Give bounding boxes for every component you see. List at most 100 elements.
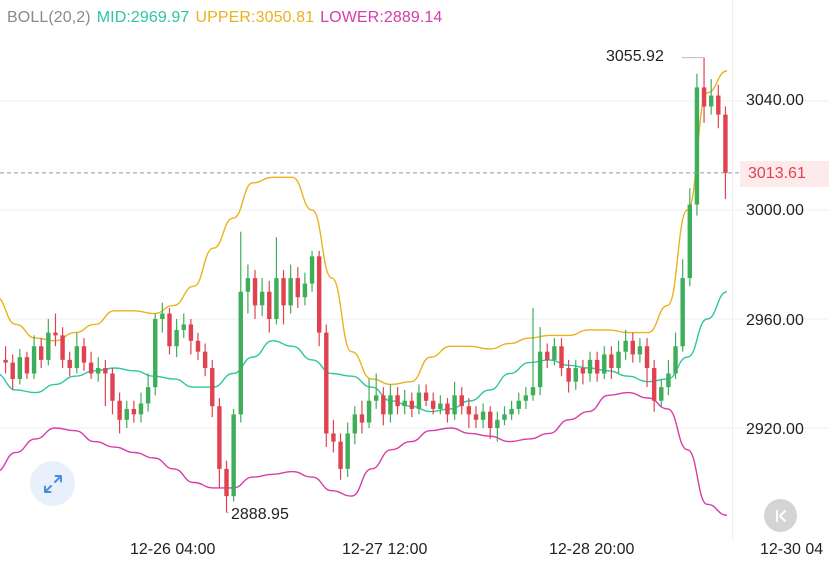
candle-body: [202, 351, 208, 369]
candle-body: [680, 278, 685, 347]
candle-body: [644, 346, 650, 369]
candle-body: [423, 392, 429, 401]
candle-body: [502, 414, 507, 420]
candle-body: [637, 346, 643, 355]
candle-body: [252, 278, 258, 306]
candle-body: [38, 346, 44, 360]
candle-body: [416, 392, 422, 409]
candle-body: [495, 419, 500, 428]
candle-body: [124, 408, 129, 420]
candle-body: [573, 368, 578, 382]
candle-body: [259, 291, 265, 306]
candle-body: [88, 362, 94, 374]
candle-body: [523, 395, 529, 401]
candle-body: [395, 395, 400, 407]
candle-body: [117, 400, 122, 420]
y-tick-label: 2960.00: [746, 312, 804, 329]
candle-body: [488, 411, 493, 428]
candle-body: [480, 411, 486, 420]
candle-body: [46, 332, 51, 360]
low-price-label: 2888.95: [231, 506, 289, 523]
candle-body: [10, 362, 15, 379]
candle-body: [666, 373, 671, 388]
candle-body: [274, 278, 279, 319]
candle-body: [103, 368, 108, 374]
scroll-to-latest-chevron-icon: [775, 509, 786, 522]
candle-body: [302, 283, 308, 298]
candle-body: [281, 278, 286, 306]
grid-lines: [0, 100, 829, 429]
candle-body: [545, 351, 550, 360]
candle-body: [623, 340, 628, 352]
lower-band-line: [0, 391, 728, 516]
candle-body: [145, 387, 151, 404]
x-tick-label: 12-30 04: [760, 541, 824, 558]
candles: [3, 57, 728, 513]
candle-body: [388, 395, 393, 415]
candle-body: [160, 313, 165, 319]
current-price-tag: 3013.61: [740, 161, 829, 187]
candle-body: [366, 400, 372, 423]
candle-body: [402, 400, 407, 407]
candle-body: [452, 395, 457, 415]
bollinger-bands: [0, 70, 728, 516]
legend-indicator: BOLL(20,2): [7, 9, 91, 26]
candle-body: [459, 395, 464, 407]
y-axis-panel: [732, 0, 829, 540]
candle-body: [630, 340, 635, 355]
candle-body: [566, 368, 571, 382]
legend-lower: LOWER:2889.14: [320, 9, 443, 26]
candle-body: [701, 87, 707, 107]
y-tick-label: 2920.00: [746, 421, 804, 438]
x-tick-label: 12-28 20:00: [549, 541, 635, 558]
candle-body: [110, 373, 115, 401]
candle-body: [716, 95, 721, 115]
candle-body: [210, 368, 215, 407]
candle-body: [552, 346, 557, 360]
legend-mid: MID:2969.97: [96, 9, 190, 26]
candle-body: [217, 406, 222, 469]
candle-body: [324, 332, 329, 434]
expand-diagonal-arrows-icon: [43, 474, 62, 493]
candle-body: [509, 408, 514, 415]
expand-button[interactable]: [30, 461, 75, 506]
candle-body: [245, 278, 251, 292]
candle-body: [316, 256, 322, 333]
candle-body: [96, 368, 101, 374]
candle-body: [359, 414, 365, 423]
candle-body: [673, 346, 678, 374]
candle-body: [473, 414, 479, 420]
candle-body: [687, 204, 693, 279]
candle-body: [580, 368, 586, 374]
candle-body: [530, 387, 536, 396]
candle-body: [309, 256, 315, 284]
markers: [0, 57, 740, 514]
candle-body: [381, 395, 386, 415]
candle-body: [195, 340, 201, 352]
candle-body: [174, 329, 179, 347]
candle-body: [616, 351, 621, 369]
candle-body: [516, 400, 521, 409]
boll-legend: BOLL(20,2) MID:2969.97 UPPER:3050.81 LOWER:…: [7, 9, 448, 27]
candle-body: [331, 433, 336, 442]
legend-upper: UPPER:3050.81: [195, 9, 315, 26]
scroll-to-latest-button[interactable]: [764, 499, 797, 532]
candle-body: [295, 278, 300, 298]
y-tick-label: 3040.00: [746, 92, 804, 109]
candle-body: [3, 359, 8, 363]
candle-body: [188, 324, 194, 341]
candle-body: [609, 354, 614, 369]
candle-body: [181, 324, 186, 330]
candle-body: [659, 387, 664, 401]
candle-body: [224, 468, 229, 497]
candle-body: [345, 433, 350, 469]
candle-body: [17, 357, 23, 379]
candle-body: [288, 278, 293, 306]
candle-body: [167, 313, 172, 347]
upper-band-line: [0, 70, 728, 386]
candle-body: [74, 346, 80, 369]
x-tick-label: 12-27 12:00: [342, 541, 428, 558]
candle-body: [708, 95, 714, 107]
candle-body: [352, 414, 358, 434]
